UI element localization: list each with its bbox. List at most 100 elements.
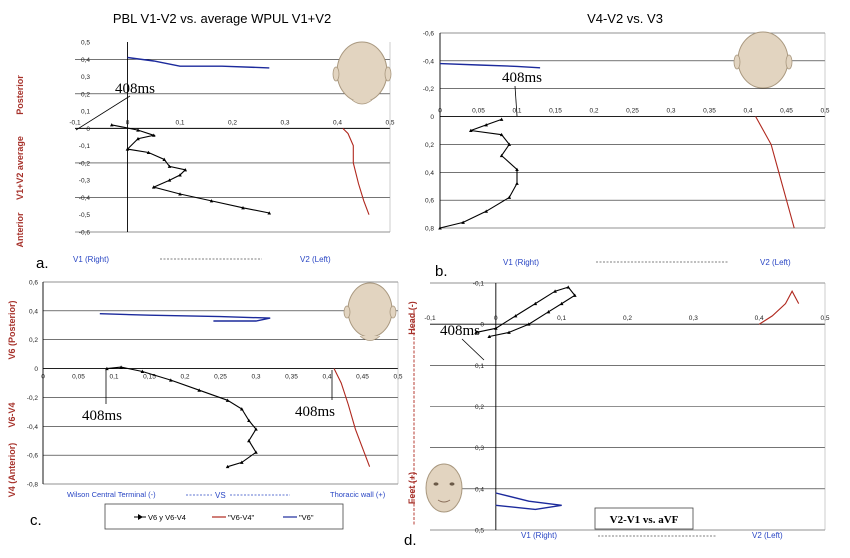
c-series-line-2 xyxy=(99,313,271,322)
a-series-point xyxy=(209,199,214,203)
a-y-tick-label: -0,6 xyxy=(79,230,91,237)
legend-label-black: V6 y V6-V4 xyxy=(148,513,186,522)
a-y-tick-label: 0,1 xyxy=(81,109,90,116)
b-x-tick-label: 0,4 xyxy=(743,108,752,115)
c-x-tick-label: 0,2 xyxy=(180,374,189,381)
panel-c-ylabel-anterior: V4 (Anterior) xyxy=(7,443,17,498)
b-series-point xyxy=(484,123,488,127)
b-series-point xyxy=(484,209,488,213)
c-series-point xyxy=(140,369,145,373)
b-series-point xyxy=(499,153,504,158)
panel-a-marker-label: 408ms xyxy=(115,81,155,97)
a-series-point xyxy=(167,164,172,168)
b-x-tick-label: 0,1 xyxy=(512,108,521,115)
d-series-point xyxy=(533,301,538,306)
panel-b-head-icon xyxy=(733,31,793,89)
a-series-point xyxy=(267,211,272,215)
panel-b-marker-label: 408ms xyxy=(502,70,542,86)
panel-c-ylabel-posterior: V6 (Posterior) xyxy=(7,300,17,359)
b-y-tick-label: 0,2 xyxy=(425,142,434,149)
panel-c: -0,8 -0,6 -0,4 -0,2 0 0,2 0,4 0,6 0 0,05 0,1 0,15 0,… xyxy=(7,280,403,530)
panel-a-ylabel-average: V1+V2 average xyxy=(15,136,25,200)
d-series-line-0 xyxy=(475,286,576,338)
a-x-tick-label: 0,5 xyxy=(385,119,394,126)
panel-c-marker-label-right: 408ms xyxy=(295,404,335,420)
d-series-point xyxy=(487,334,492,339)
panel-c-xlabel-left: Wilson Central Terminal (-) xyxy=(67,490,156,499)
d-series-point xyxy=(573,293,577,297)
c-y-tick-label: -0,2 xyxy=(27,395,39,402)
b-x-tick-label: 0,3 xyxy=(666,108,675,115)
a-y-tick-label: 0,5 xyxy=(81,40,90,47)
c-series-point xyxy=(169,378,173,382)
panel-a-xlabel-right: V2 (Left) xyxy=(300,255,331,264)
a-x-tick-label: 0,4 xyxy=(333,119,342,126)
panel-d-letter: d. xyxy=(404,532,417,549)
c-y-tick-label: -0,8 xyxy=(27,482,39,489)
a-series-line-2 xyxy=(127,56,270,69)
panel-d-marker-label: 408ms xyxy=(440,323,480,339)
c-series-point xyxy=(197,388,201,392)
c-y-tick-label: 0 xyxy=(34,366,38,373)
d-series-point xyxy=(513,314,518,318)
d-series-line-2 xyxy=(495,492,562,511)
b-x-tick-label: 0,45 xyxy=(780,108,793,115)
a-x-tick-label: 0,1 xyxy=(175,119,184,126)
b-series-point xyxy=(499,132,504,137)
c-x-tick-label: 0,15 xyxy=(143,374,156,381)
b-y-tick-label: 0,8 xyxy=(425,226,434,233)
panel-d-inset-box xyxy=(594,507,694,530)
d-y-tick-label: 0 xyxy=(480,322,484,329)
legend-marker-black xyxy=(138,514,143,520)
panel-d-inset-label: V2-V1 vs. aVF xyxy=(610,514,679,526)
a-y-tick-label: 0,2 xyxy=(81,91,90,98)
d-series-point xyxy=(526,322,531,326)
b-series-point xyxy=(499,117,504,121)
c-x-tick-label: 0,05 xyxy=(72,374,85,381)
b-x-tick-label: 0 xyxy=(438,108,442,115)
a-x-tick-label: 0,3 xyxy=(280,119,289,126)
legend-label-red: "V6-V4" xyxy=(228,513,255,522)
d-x-tick-label: 0,4 xyxy=(755,315,764,322)
panel-a-ylabel-anterior: Anterior xyxy=(15,212,25,248)
a-series-point xyxy=(162,157,167,161)
a-x-tick-label: 0,2 xyxy=(228,119,237,126)
a-series-point xyxy=(151,185,156,189)
d-series-point xyxy=(474,330,478,334)
c-series-point xyxy=(254,450,258,454)
a-series-point xyxy=(136,136,140,141)
panel-d-ylabel-feet: Feet (+) xyxy=(407,472,417,504)
c-y-tick-label: -0,4 xyxy=(27,424,39,431)
c-y-tick-label: 0,4 xyxy=(29,308,38,315)
d-series-point xyxy=(507,330,511,334)
c-series-point xyxy=(247,438,251,443)
a-y-tick-label: 0,4 xyxy=(81,57,90,64)
panel-b: V4-V2 vs. V3 -0,6 -0,4 -0,2 0 0,2 0,4 0,6 0,8 0 0… xyxy=(423,11,830,280)
c-x-tick-label: 0,4 xyxy=(322,374,331,381)
d-series-point xyxy=(546,310,551,314)
d-series-point xyxy=(494,326,498,330)
panel-c-marker-label-left: 408ms xyxy=(82,408,122,424)
a-y-tick-label: 0 xyxy=(86,126,90,133)
a-series-point xyxy=(109,123,114,127)
c-series-point xyxy=(240,460,244,464)
a-series-point xyxy=(241,206,245,210)
c-y-tick-label: 0,6 xyxy=(29,280,38,287)
d-y-tick-label: 0,2 xyxy=(475,404,484,411)
a-y-tick-label: -0,4 xyxy=(79,195,91,202)
a-series-point xyxy=(151,133,156,137)
d-x-tick-label: 0,1 xyxy=(557,315,566,322)
b-x-tick-label: 0,15 xyxy=(549,108,562,115)
panel-c-letter: c. xyxy=(30,512,42,529)
b-series-point xyxy=(461,220,465,224)
a-series-line-1 xyxy=(342,128,370,215)
a-series-point xyxy=(183,168,188,172)
c-series-line-1 xyxy=(333,368,371,467)
panel-a-marker-pointer xyxy=(75,95,131,131)
d-series-point xyxy=(553,289,557,293)
b-x-tick-label: 0,5 xyxy=(820,108,829,115)
panel-a: PBL V1-V2 vs. average WPUL V1+V2 -0,6 -0,… xyxy=(15,11,395,272)
panel-a-xlabel-left: V1 (Right) xyxy=(73,255,109,264)
a-series-point xyxy=(125,147,130,151)
panel-c-head-icon xyxy=(343,282,397,341)
